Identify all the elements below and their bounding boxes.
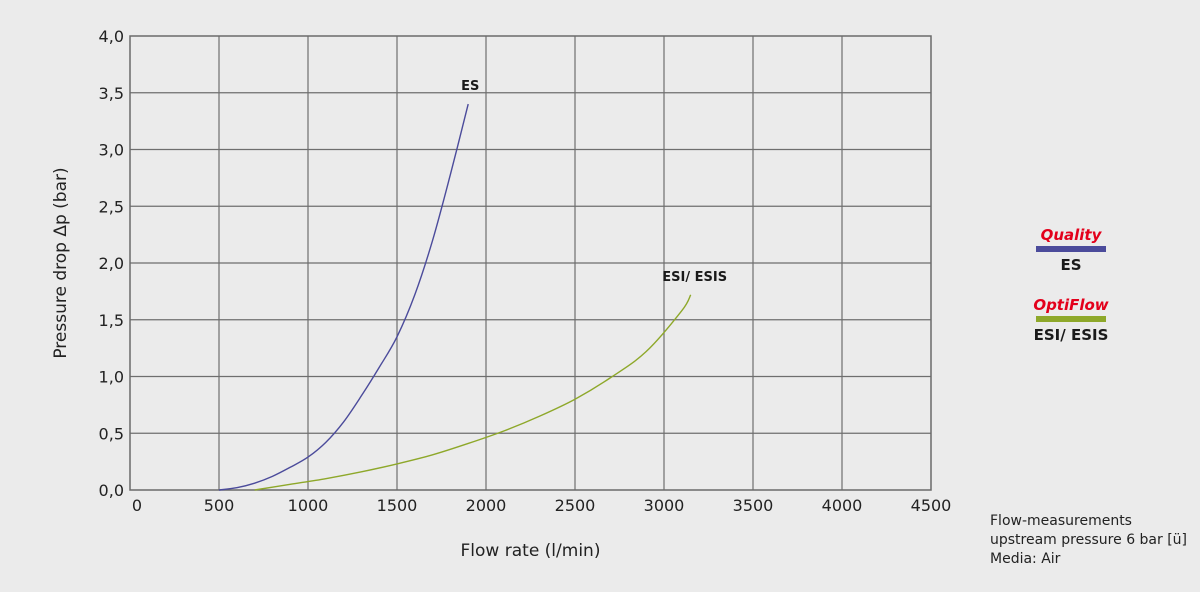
series-lines xyxy=(218,103,692,491)
legend-name-esi-esis: ESI/ ESIS xyxy=(1033,326,1109,344)
x-tick-label: 1000 xyxy=(288,496,329,515)
legend-quality: Quality ES xyxy=(1006,226,1136,274)
y-tick-label: 3,5 xyxy=(99,84,124,103)
x-tick-label: 3500 xyxy=(733,496,774,515)
y-tick-labels: 0,0 0,5 1,0 1,5 2,0 2,5 3,0 3,5 4,0 xyxy=(99,27,124,500)
legend-swatch-es xyxy=(1036,246,1106,252)
y-tick-label: 3,0 xyxy=(99,141,124,160)
legend-swatch-esi-esis xyxy=(1036,316,1106,322)
legend-name-es: ES xyxy=(1060,256,1082,274)
x-tick-label: 2500 xyxy=(555,496,596,515)
note-line-3: Media: Air xyxy=(990,551,1061,567)
x-tick-label: 500 xyxy=(204,496,235,515)
x-tick-label: 3000 xyxy=(644,496,685,515)
x-tick-label: 4500 xyxy=(911,496,952,515)
pressure-drop-chart: 0 500 1000 1500 2000 2500 3000 3500 4000 4500 0,0… xyxy=(51,27,951,561)
series-line-0 xyxy=(218,103,469,491)
measurement-note: Flow-measurements upstream pressure 6 ba… xyxy=(990,512,1187,569)
plot-frame xyxy=(129,35,932,491)
y-tick-label: 2,0 xyxy=(99,254,124,273)
x-tick-label: 2000 xyxy=(466,496,507,515)
note-line-2: upstream pressure 6 bar [ü] xyxy=(990,532,1188,548)
x-tick-labels: 0 500 1000 1500 2000 2500 3000 3500 4000 4500 xyxy=(132,496,951,515)
note-line-1: Flow-measurements xyxy=(990,513,1132,529)
y-tick-label: 1,5 xyxy=(99,311,124,330)
legend-brand-quality: Quality xyxy=(1040,226,1102,244)
series-label-0: ES xyxy=(461,79,479,94)
y-tick-label: 2,5 xyxy=(99,197,124,216)
legend-optiflow: OptiFlow ESI/ ESIS xyxy=(1006,296,1136,344)
legend-brand-optiflow: OptiFlow xyxy=(1033,296,1109,314)
y-axis-title: Pressure drop Δp (bar) xyxy=(51,167,71,358)
x-tick-label: 1500 xyxy=(377,496,418,515)
x-tick-label: 4000 xyxy=(822,496,863,515)
y-tick-label: 1,0 xyxy=(99,368,124,387)
y-tick-label: 4,0 xyxy=(99,27,124,46)
series-label-1: ESI/ ESIS xyxy=(662,270,727,285)
grid xyxy=(130,36,931,490)
series-labels: ES ESI/ ESIS xyxy=(461,79,727,285)
series-line-1 xyxy=(254,294,692,491)
y-tick-label: 0,0 xyxy=(99,481,124,500)
x-tick-label: 0 xyxy=(132,496,142,515)
x-axis-title: Flow rate (l/min) xyxy=(461,541,601,561)
y-tick-label: 0,5 xyxy=(99,424,124,443)
